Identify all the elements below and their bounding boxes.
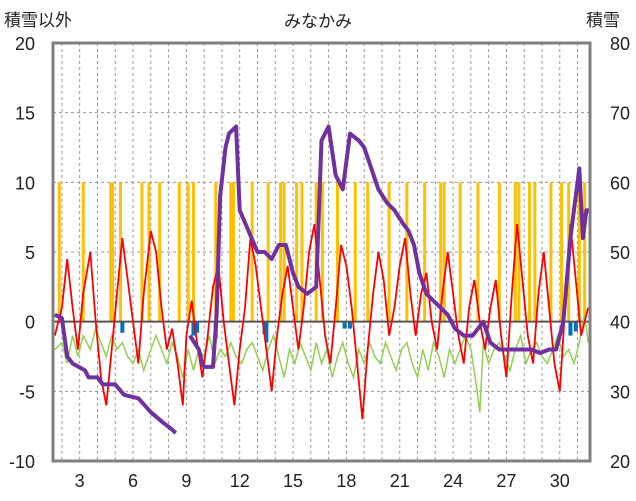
y-left-tick-label: 20 (15, 34, 35, 54)
sunshine-bar (533, 182, 537, 322)
sunshine-bar (583, 182, 587, 322)
change-series-line (54, 314, 589, 413)
precip-bar (191, 321, 196, 336)
sunshine-bar (140, 182, 144, 322)
sunshine-bar (177, 182, 181, 322)
sunshine-bar (560, 182, 564, 322)
sunshine-bar (423, 182, 427, 322)
y-axis-left-label: 積雪以外 (4, 11, 72, 31)
sunshine-bar (191, 182, 195, 322)
x-tick-label: 18 (336, 471, 356, 491)
sunshine-bar (497, 182, 501, 322)
chart-title: みなかみ (284, 12, 352, 32)
y-right-tick-label: 20 (610, 452, 630, 472)
x-tick-label: 3 (75, 471, 85, 491)
plot-frame (51, 41, 592, 463)
y-right-tick-label: 70 (610, 104, 630, 124)
sunshine-bar (442, 182, 446, 322)
sunshine-bar (458, 182, 462, 322)
sunshine-bar (279, 182, 283, 322)
y-right-tick-label: 60 (610, 173, 630, 193)
sunshine-bar (387, 182, 391, 322)
snow-depth-series-line-b (188, 124, 590, 369)
y-left-tick-label: -5 (19, 382, 35, 402)
x-tick-label: 27 (496, 471, 516, 491)
sunshine-bar (231, 182, 235, 322)
y-left-tick-label: 15 (15, 104, 35, 124)
x-tick-label: 15 (283, 471, 303, 491)
precip-bar (573, 321, 578, 332)
sunshine-bar (366, 182, 370, 322)
precip-bar (264, 321, 269, 343)
sunshine-bar (158, 182, 162, 322)
x-tick-label: 30 (550, 471, 570, 491)
sunshine-bar (214, 182, 218, 322)
x-tick-label: 12 (230, 471, 250, 491)
x-tick-label: 24 (443, 471, 463, 491)
sunshine-bar (81, 182, 85, 322)
y-right-tick-label: 30 (610, 382, 630, 402)
y-axis-right-label: 積雪 (586, 11, 620, 31)
sunshine-bar (528, 182, 532, 322)
sunshine-bar (439, 182, 443, 322)
sunshine-bar (476, 182, 480, 322)
sunshine-bar (186, 182, 190, 322)
precip-bar (342, 321, 347, 329)
snow-depth-series-line-a (53, 312, 178, 435)
sunshine-bar (57, 182, 61, 322)
y-right-tick-label: 40 (610, 313, 630, 333)
precip-bar (120, 321, 125, 333)
y-right-tick-label: 80 (610, 34, 630, 54)
precip-bar (347, 321, 352, 329)
y-left-tick-label: 0 (25, 313, 35, 333)
sunshine-bar (320, 182, 324, 322)
sunshine-bar (300, 182, 304, 322)
precip-bar (195, 321, 200, 333)
sunshine-bar (229, 182, 233, 322)
x-tick-label: 9 (181, 471, 191, 491)
y-left-tick-label: -10 (9, 452, 35, 472)
temperature-series-line (53, 223, 590, 420)
y-left-tick-label: 10 (15, 173, 35, 193)
precip-bar (568, 321, 573, 336)
y-left-tick-label: 5 (25, 243, 35, 263)
sunshine-bar (111, 182, 115, 322)
sunshine-bar (295, 182, 299, 322)
x-tick-label: 21 (390, 471, 410, 491)
x-tick-label: 6 (128, 471, 138, 491)
sunshine-bar (353, 182, 357, 322)
sunshine-bar (266, 182, 270, 322)
y-right-tick-label: 50 (610, 243, 630, 263)
sunshine-bar (577, 182, 581, 322)
sunshine-bar (282, 182, 286, 322)
sunshine-bar (336, 182, 340, 322)
sunshine-bar (109, 182, 113, 322)
sunshine-bar (549, 182, 553, 322)
